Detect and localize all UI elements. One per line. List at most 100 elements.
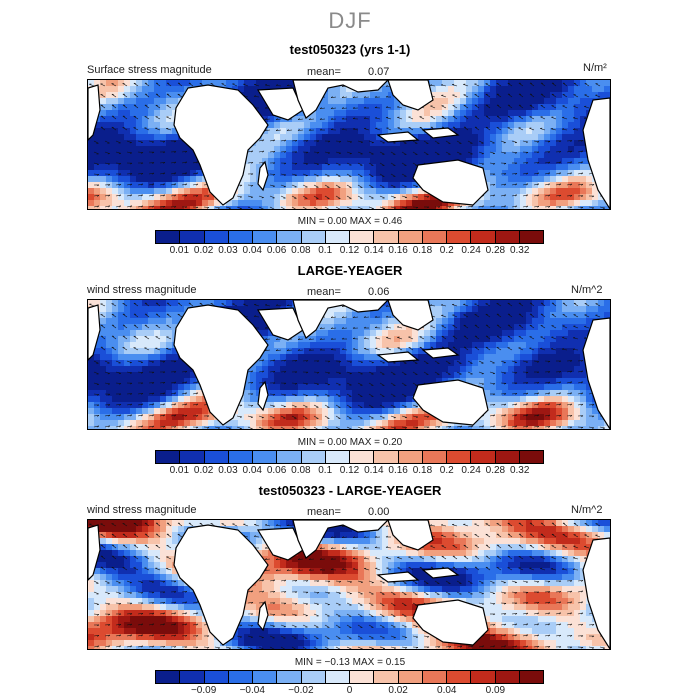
colorbar-cell: [398, 451, 423, 463]
field-layer: [88, 80, 610, 209]
panel-2-mean-value: 0.06: [368, 286, 390, 298]
panel-2-colorbar: [155, 450, 544, 464]
panel-1-minmax: MIN = 0.00 MAX = 0.46: [297, 216, 403, 227]
panel-2-variable-label: wind stress magnitude: [87, 284, 197, 296]
panel-1-variable-label: Surface stress magnitude: [87, 64, 212, 76]
colorbar-cell: [277, 231, 302, 243]
land-layer: [88, 300, 610, 429]
panel-3-mean-value: 0.00: [368, 506, 390, 518]
panel-3-colorbar: [155, 670, 544, 684]
colorbar-tick-label: 0.03: [218, 465, 238, 476]
colorbar-cell: [156, 671, 181, 683]
colorbar-tick-label: 0.02: [193, 465, 214, 476]
colorbar-cell: [350, 451, 375, 463]
colorbar-cell: [204, 671, 229, 683]
panel-2-minmax: MIN = 0.00 MAX = 0.20: [297, 437, 403, 448]
colorbar-tick-label: 0.18: [412, 245, 433, 256]
colorbar-cell: [277, 671, 302, 683]
colorbar-tick-label: 0.24: [461, 465, 481, 476]
panel-2-map: [87, 299, 611, 430]
colorbar-tick-label: 0.09: [485, 685, 506, 696]
colorbar-cell: [447, 671, 472, 683]
colorbar-tick-label: 0.06: [266, 465, 287, 476]
field-layer: [88, 300, 610, 429]
colorbar-cell: [350, 231, 375, 243]
colorbar-tick-label: 0.16: [388, 245, 408, 256]
colorbar-cell: [422, 231, 447, 243]
colorbar-tick-label: 0: [346, 685, 353, 696]
colorbar-cell: [495, 231, 520, 243]
colorbar-cell: [156, 451, 181, 463]
colorbar-tick-label: 0.24: [461, 245, 481, 256]
colorbar-tick-label: 0.14: [364, 245, 384, 256]
panel-1-colorbar: [155, 230, 544, 244]
colorbar-cell: [180, 231, 205, 243]
panel-3-colorbar-ticks: −0.09 −0.04 −0.02 0 0.02 0.04 0.09: [155, 685, 544, 697]
panel-2-mean-label: mean=: [307, 286, 341, 298]
land-layer: [88, 80, 610, 209]
panel-1-title: test050323 (yrs 1-1): [289, 42, 411, 57]
colorbar-cell: [253, 451, 278, 463]
field-layer: [88, 520, 610, 649]
panel-2-colorbar-ticks: 0.01 0.02 0.03 0.04 0.06 0.08 0.1 0.12 0.14 0.16 0…: [155, 465, 544, 477]
colorbar-cell: [495, 451, 520, 463]
panel-1-units: N/m²: [583, 62, 607, 74]
colorbar-tick-label: 0.14: [364, 465, 384, 476]
colorbar-tick-label: 0.04: [437, 685, 457, 696]
colorbar-cell: [253, 671, 278, 683]
colorbar-tick-label: 0.1: [318, 465, 333, 476]
colorbar-cell: [204, 451, 229, 463]
colorbar-tick-label: 0.16: [388, 465, 408, 476]
colorbar-cell: [350, 671, 375, 683]
colorbar-cell: [519, 671, 543, 683]
panel-3-title: test050323 - LARGE-YEAGER: [258, 483, 442, 498]
colorbar-tick-label: 0.12: [339, 245, 360, 256]
panel-3-mean-label: mean=: [307, 506, 341, 518]
colorbar-cell: [447, 231, 472, 243]
colorbar-tick-label: 0.32: [509, 245, 530, 256]
colorbar-cell: [325, 671, 350, 683]
colorbar-cell: [471, 451, 496, 463]
colorbar-tick-label: 0.06: [266, 245, 287, 256]
colorbar-cell: [398, 231, 423, 243]
colorbar-cell: [228, 231, 253, 243]
panel-1-mean-label: mean=: [307, 66, 341, 78]
colorbar-cell: [180, 671, 205, 683]
colorbar-tick-label: −0.09: [190, 685, 217, 696]
page-title: DJF: [328, 8, 372, 33]
colorbar-cell: [277, 451, 302, 463]
colorbar-cell: [301, 451, 326, 463]
colorbar-tick-label: 0.04: [242, 245, 262, 256]
colorbar-tick-label: 0.04: [242, 465, 262, 476]
panel-3-variable-label: wind stress magnitude: [87, 504, 197, 516]
colorbar-cell: [422, 671, 447, 683]
colorbar-tick-label: 0.01: [169, 245, 190, 256]
panel-2-units: N/m^2: [571, 284, 603, 296]
colorbar-cell: [253, 231, 278, 243]
colorbar-tick-label: 0.03: [218, 245, 238, 256]
colorbar-cell: [156, 231, 181, 243]
colorbar-cell: [422, 451, 447, 463]
colorbar-cell: [374, 671, 399, 683]
colorbar-cell: [471, 671, 496, 683]
panel-1-mean-value: 0.07: [368, 66, 390, 78]
panel-3-minmax: MIN = −0.13 MAX = 0.15: [294, 657, 406, 668]
colorbar-tick-label: 0.18: [412, 465, 433, 476]
colorbar-tick-label: 0.01: [169, 465, 190, 476]
colorbar-tick-label: 0.02: [193, 245, 214, 256]
colorbar-cell: [325, 451, 350, 463]
colorbar-cell: [301, 671, 326, 683]
colorbar-cell: [447, 451, 472, 463]
panel-1-map: [87, 79, 611, 210]
colorbar-cell: [204, 231, 229, 243]
panel-3-map: [87, 519, 611, 650]
colorbar-cell: [374, 231, 399, 243]
colorbar-tick-label: 0.32: [509, 465, 530, 476]
colorbar-cell: [471, 231, 496, 243]
colorbar-cell: [325, 231, 350, 243]
panel-2-title: LARGE-YEAGER: [297, 263, 403, 278]
colorbar-tick-label: 0.1: [318, 245, 333, 256]
colorbar-cell: [180, 451, 205, 463]
panel-1-colorbar-ticks: 0.01 0.02 0.03 0.04 0.06 0.08 0.1 0.12 0.14 0.16 0…: [155, 245, 544, 257]
colorbar-cell: [228, 671, 253, 683]
